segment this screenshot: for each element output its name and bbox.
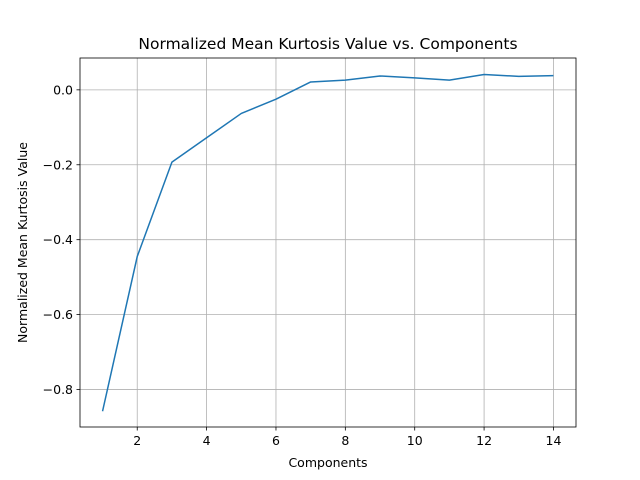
plot-frame (79, 57, 577, 428)
y-axis-label: Normalized Mean Kurtosis Value (15, 142, 30, 343)
y-tick-label: −0.6 (43, 307, 73, 322)
x-tick-label: 10 (407, 433, 423, 448)
axis-ticks: 2 4 6 8 10 12 14 −0.8 −0.6 −0.4 −0.2 0.0 (43, 82, 562, 448)
data-series (101, 73, 554, 412)
series-line (101, 73, 554, 412)
x-tick-label: 4 (203, 433, 211, 448)
x-tick-label: 2 (133, 433, 141, 448)
x-tick-label: 8 (341, 433, 349, 448)
y-tick-label: −0.4 (43, 232, 73, 247)
y-tick-label: −0.2 (43, 157, 73, 172)
y-tick-label: −0.8 (43, 382, 73, 397)
x-tick-label: 6 (272, 433, 280, 448)
chart-title: Normalized Mean Kurtosis Value vs. Compo… (138, 35, 517, 53)
y-tick-label: 0.0 (53, 82, 73, 97)
grid-lines (80, 58, 576, 427)
x-tick-label: 12 (476, 433, 492, 448)
x-tick-label: 14 (546, 433, 562, 448)
x-axis-label: Components (288, 455, 367, 470)
